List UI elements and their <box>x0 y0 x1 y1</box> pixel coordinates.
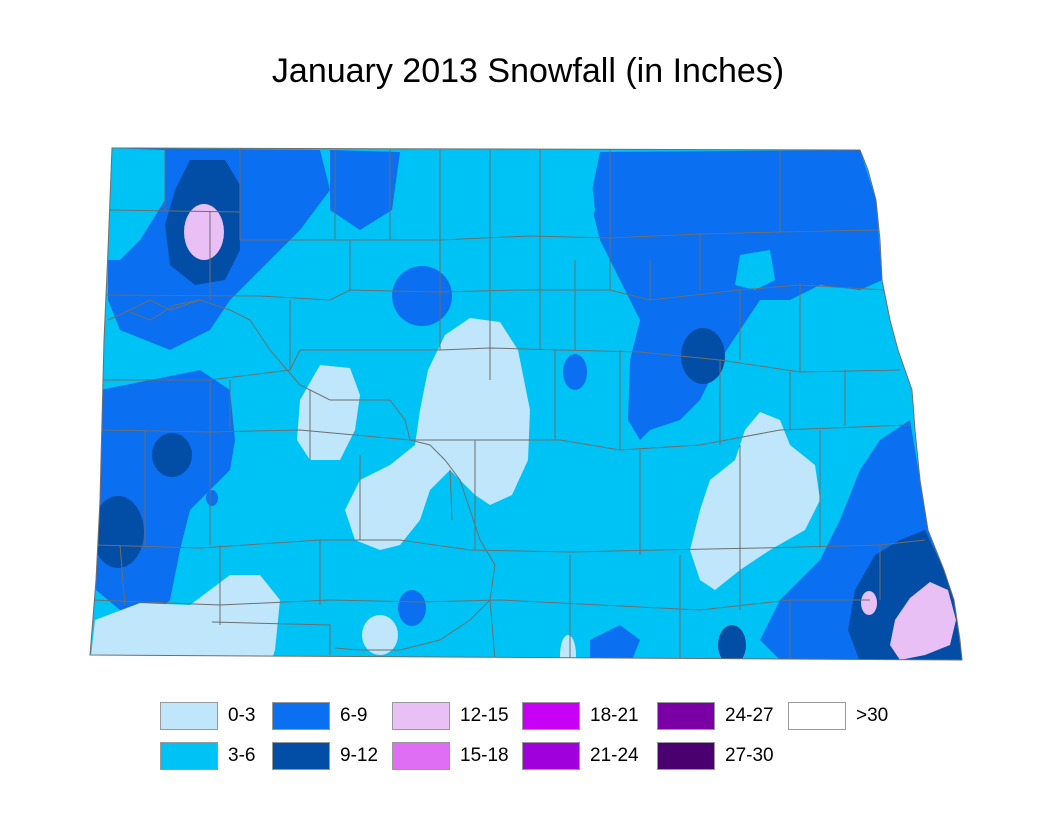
county-col-7 <box>779 150 881 660</box>
zone-12-15-northwest <box>184 204 224 260</box>
legend-swatch <box>657 702 715 730</box>
zone-0-3-central <box>345 318 530 550</box>
zone-6-9-oval-2 <box>563 354 587 390</box>
legend-swatch <box>272 742 330 770</box>
zone-6-9-southcentral <box>590 625 640 660</box>
county-row-7 <box>211 621 331 655</box>
legend-label: >30 <box>856 705 889 726</box>
zone-6-9-northeast <box>590 150 882 440</box>
legend-label: 3-6 <box>228 745 256 766</box>
zone-6-9-oval-1 <box>392 266 452 326</box>
zone-0-3-west <box>297 365 360 460</box>
county-col-2 <box>219 150 321 625</box>
zone-9-12-south <box>718 625 746 660</box>
legend-label: 15-18 <box>460 745 509 766</box>
legend-swatch <box>788 702 846 730</box>
legend-swatch <box>160 702 218 730</box>
zone-6-9-oval-3 <box>398 590 426 626</box>
state-outline <box>89 147 963 661</box>
zone-12-15-southeast-small <box>861 591 877 615</box>
county-col-3 <box>309 150 441 540</box>
county-col-5 <box>569 150 651 660</box>
lake-sakakawea <box>129 299 201 321</box>
zone-3-6-ne-notch <box>560 165 595 240</box>
county-row-2 <box>104 284 886 301</box>
legend-label: 6-9 <box>340 705 368 726</box>
zone-12-15-southeast <box>890 582 956 660</box>
legend-swatch <box>160 742 218 770</box>
missouri-river <box>107 299 496 651</box>
county-col-1 <box>119 148 211 606</box>
legend-swatch <box>522 742 580 770</box>
zone-6-9-oval-4 <box>206 490 218 506</box>
county-row-6 <box>91 599 870 611</box>
legend-swatch <box>272 702 330 730</box>
zone-0-3-south-sliver <box>560 635 576 660</box>
zone-9-12-west-2 <box>92 496 144 568</box>
zone-3-6-north-lobe <box>108 148 165 260</box>
legend-label: 18-21 <box>590 705 639 726</box>
legend-swatch <box>522 702 580 730</box>
zone-0-3-east <box>690 412 820 590</box>
legend-label: 27-30 <box>725 745 774 766</box>
county-col-6 <box>679 234 741 660</box>
county-col-4 <box>474 150 576 550</box>
legend-label: 12-15 <box>460 705 509 726</box>
legend-label: 21-24 <box>590 745 639 766</box>
county-row-1 <box>107 209 879 241</box>
county-row-4 <box>97 424 911 451</box>
zone-9-12-devils <box>681 328 725 384</box>
zone-0-3-south-oval <box>362 615 398 655</box>
county-lines <box>91 148 926 660</box>
river-branch <box>449 469 496 660</box>
legend-label: 0-3 <box>228 705 256 726</box>
zone-6-9-north <box>330 150 400 230</box>
legend-swatch <box>392 702 450 730</box>
legend: 0-3 3-6 6-9 9-12 12-15 15-18 18-21 21-24 24-27 27… <box>160 702 900 772</box>
legend-swatch <box>392 742 450 770</box>
legend-label: 24-27 <box>725 705 774 726</box>
zone-9-12-west-1 <box>152 433 192 477</box>
zone-3-6-redriver <box>735 250 775 290</box>
legend-label: 9-12 <box>340 745 379 766</box>
map-title: January 2013 Snowfall (in Inches) <box>271 52 785 90</box>
zone-0-3-southwest <box>90 575 280 660</box>
legend-swatch <box>657 742 715 770</box>
